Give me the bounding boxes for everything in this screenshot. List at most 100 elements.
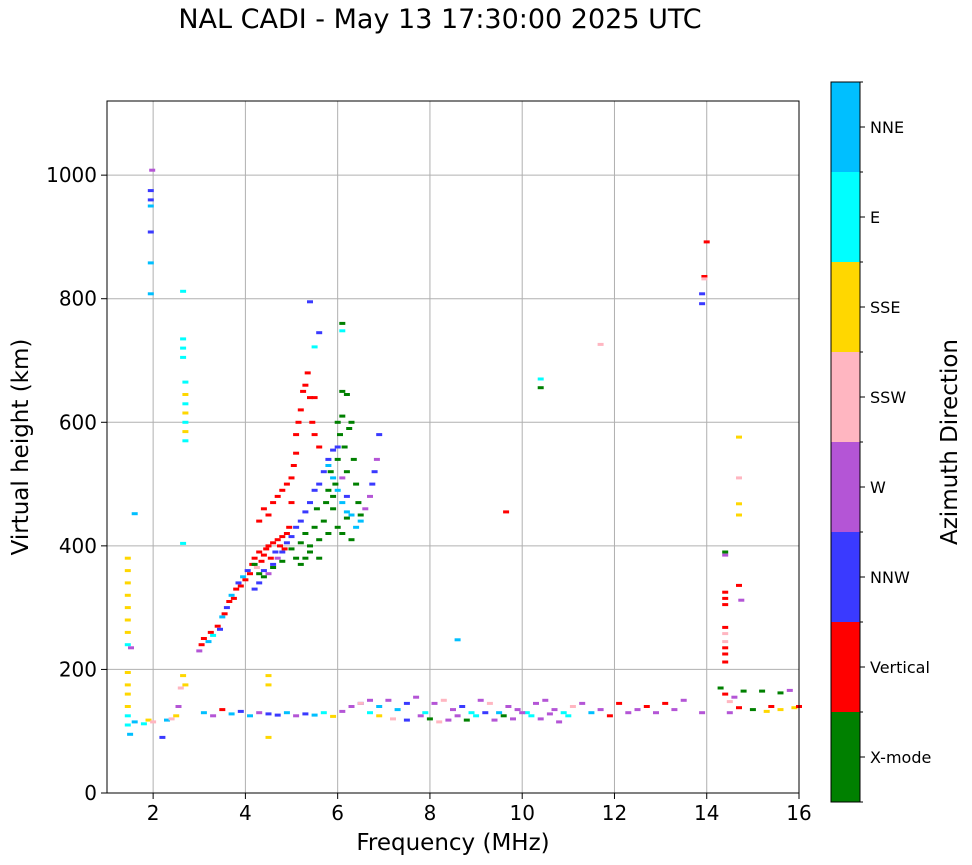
echo-point-x-mode <box>357 513 364 517</box>
echo-point-nne <box>240 575 247 579</box>
echo-point-x-mode <box>463 718 470 722</box>
echo-point-vertical <box>768 705 775 708</box>
echo-point-vertical <box>200 637 207 640</box>
echo-point-nne <box>339 501 346 505</box>
echo-point-w <box>175 705 182 708</box>
echo-point-w <box>731 695 738 699</box>
echo-point-nnw <box>260 569 267 573</box>
echo-point-nne <box>147 261 154 265</box>
echo-point-ssw <box>357 701 364 705</box>
echo-point-vertical <box>281 547 288 551</box>
chart-title: NAL CADI - May 13 17:30:00 2025 UTC <box>178 4 702 35</box>
echo-point-x-mode <box>339 414 346 418</box>
echo-point-nnw <box>283 541 290 545</box>
echo-point-sse <box>265 683 272 687</box>
colorbar-label: E <box>870 208 880 227</box>
echo-point-w <box>367 698 373 702</box>
echo-point-nnw <box>265 712 272 716</box>
echo-point-e <box>468 711 475 715</box>
echo-point-nnw <box>403 718 410 722</box>
x-tick-label: 8 <box>424 801 437 825</box>
colorbar-label: NNE <box>870 118 904 137</box>
echo-point-x-mode <box>297 541 304 545</box>
echo-point-e <box>565 714 572 718</box>
echo-point-nne <box>311 713 318 717</box>
echo-point-vertical <box>274 494 281 498</box>
echo-point-sse <box>182 393 189 396</box>
echo-point-x-mode <box>337 433 343 437</box>
echo-point-nnw <box>147 189 154 193</box>
echo-point-vertical <box>283 482 290 486</box>
echo-point-sse <box>124 692 131 696</box>
echo-point-x-mode <box>325 532 332 535</box>
echo-point-e <box>180 541 187 545</box>
echo-point-vertical <box>286 525 293 529</box>
echo-point-x-mode <box>270 566 277 569</box>
echo-point-w <box>256 711 263 715</box>
echo-point-w <box>738 598 745 602</box>
echo-point-nne <box>219 615 226 619</box>
echo-point-vertical <box>288 476 295 480</box>
echo-point-w <box>339 476 346 480</box>
y-tick-label: 800 <box>59 287 97 311</box>
echo-point-w <box>680 698 687 702</box>
echo-point-e <box>473 714 480 718</box>
colorbar-label: SSE <box>870 298 900 317</box>
echo-point-nne <box>496 711 503 715</box>
echo-point-x-mode <box>256 572 263 576</box>
x-tick-label: 16 <box>786 801 811 825</box>
echo-point-w <box>514 708 521 712</box>
echo-point-x-mode <box>346 427 353 430</box>
echo-point-nne <box>353 525 360 529</box>
echo-point-e <box>182 439 189 443</box>
echo-point-x-mode <box>777 691 784 695</box>
echo-point-nnw <box>217 627 223 631</box>
echo-point-x-mode <box>500 714 507 718</box>
echo-point-vertical <box>237 584 244 588</box>
echo-point-nnw <box>320 470 327 474</box>
echo-point-w <box>196 649 203 653</box>
echo-point-ssw <box>150 720 157 724</box>
echo-point-x-mode <box>334 457 341 461</box>
echo-point-ssw <box>701 277 708 281</box>
echo-point-nne <box>205 640 212 644</box>
echo-point-x-mode <box>334 525 341 529</box>
echo-point-e <box>124 723 131 727</box>
echo-point-sse <box>124 556 131 560</box>
echo-point-sse <box>173 714 180 718</box>
echo-point-x-mode <box>311 525 318 529</box>
echo-point-ssw <box>722 632 729 636</box>
echo-point-x-mode <box>313 507 320 511</box>
echo-point-w <box>385 698 392 702</box>
echo-point-x-mode <box>316 556 323 560</box>
echo-point-sse <box>265 674 272 678</box>
echo-point-vertical <box>307 396 313 400</box>
echo-point-w <box>293 714 300 718</box>
echo-point-nnw <box>316 331 323 335</box>
echo-point-vertical <box>703 240 710 244</box>
echo-point-vertical <box>722 660 729 664</box>
echo-point-nne <box>394 708 401 712</box>
echo-point-vertical <box>503 510 510 514</box>
colorbar-label: SSW <box>870 388 906 407</box>
echo-point-nne <box>376 705 383 708</box>
echo-point-sse <box>124 618 131 622</box>
echo-point-x-mode <box>307 544 313 548</box>
y-axis-label: Virtual height (km) <box>8 339 34 556</box>
echo-point-nnw <box>482 711 489 715</box>
echo-point-nne <box>200 711 207 715</box>
echo-point-ssw <box>436 720 443 724</box>
echo-point-w <box>556 720 563 724</box>
colorbar-label: W <box>870 478 886 497</box>
echo-point-w <box>625 711 632 715</box>
echo-point-nne <box>343 510 350 514</box>
echo-point-vertical <box>736 706 742 710</box>
echo-point-nne <box>164 718 170 722</box>
echo-point-x-mode <box>330 494 337 498</box>
echo-point-x-mode <box>307 550 313 554</box>
echo-point-vertical <box>260 507 267 511</box>
echo-point-vertical <box>274 538 281 542</box>
echo-point-e <box>210 633 217 637</box>
echo-point-w <box>477 698 484 702</box>
echo-point-vertical <box>265 513 272 517</box>
